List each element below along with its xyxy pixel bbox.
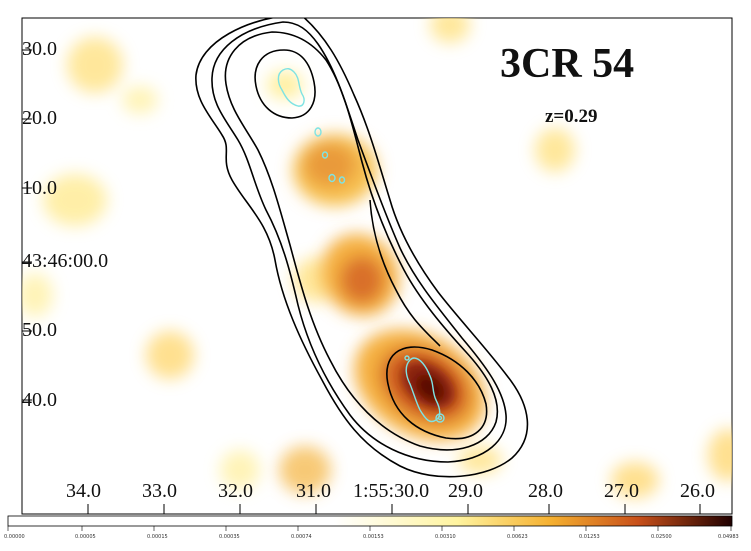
x-tick-label: 29.0	[448, 480, 483, 502]
x-tick-label: 27.0	[604, 480, 639, 502]
y-tick-label: 50.0	[22, 319, 57, 341]
colorbar-label: 0.00000	[4, 534, 25, 540]
colorbar-label: 0.04983	[718, 534, 739, 540]
x-tick-label: 34.0	[66, 480, 101, 502]
x-tick-label: 1:55:30.0	[353, 480, 430, 502]
x-tick-label: 28.0	[528, 480, 563, 502]
y-tick-label: 10.0	[22, 177, 57, 199]
north-lobe-glow	[304, 143, 356, 187]
y-tick-label: 43:46:00.0	[22, 250, 109, 272]
background-blob	[430, 18, 470, 43]
background-blob	[220, 450, 260, 490]
xray-knot	[321, 151, 329, 159]
smoothed-xray-emission	[22, 18, 732, 498]
radio-contours	[195, 18, 529, 478]
colorbar-label: 0.02500	[651, 534, 672, 540]
tick-marks	[22, 49, 701, 514]
colorbar-ticks	[7, 526, 732, 531]
x-tick-label: 26.0	[680, 480, 715, 502]
central-emission	[340, 256, 384, 304]
y-tick-label: 20.0	[22, 107, 57, 129]
north-lobe-glow	[267, 71, 303, 99]
colorbar-label: 0.00310	[435, 534, 456, 540]
background-blob	[22, 273, 53, 317]
colorbar-label: 0.00623	[507, 534, 528, 540]
colorbar-label: 0.00035	[219, 534, 240, 540]
radio-contour-outer	[195, 18, 529, 478]
xray-contours	[277, 67, 445, 423]
x-tick-label: 32.0	[218, 480, 253, 502]
background-blob	[122, 86, 158, 114]
xray-core	[435, 413, 445, 423]
radio-contour-jet	[369, 199, 441, 347]
colorbar-label: 0.01253	[579, 534, 600, 540]
x-tick-label: 33.0	[142, 480, 177, 502]
background-blob	[43, 174, 107, 226]
background-blob	[146, 331, 194, 379]
colorbar-label: 0.00153	[363, 534, 384, 540]
radio-contour-inner-north	[254, 49, 316, 119]
xray-contour-south	[405, 357, 441, 423]
x-tick-label: 31.0	[296, 480, 331, 502]
colorbar-label: 0.00005	[75, 534, 96, 540]
xray-knot	[328, 173, 336, 183]
xray-contour-north	[277, 67, 305, 107]
background-blob	[708, 429, 732, 481]
redshift-label: z=0.29	[545, 106, 598, 127]
y-tick-label: 30.0	[22, 38, 57, 60]
radio-contour-3	[224, 31, 499, 451]
background-blob	[279, 446, 331, 494]
figure-title: 3CR 54	[500, 41, 635, 87]
xray-knot	[404, 355, 410, 361]
y-tick-label: 40.0	[22, 389, 57, 411]
radio-contour-2	[211, 21, 507, 463]
background-blob	[535, 128, 575, 172]
background-blob	[458, 446, 502, 474]
radio-contour-inner-south	[386, 346, 488, 440]
xray-knot	[338, 176, 346, 184]
background-blob	[611, 462, 659, 498]
xray-core-inner	[437, 415, 443, 421]
background-blob	[67, 37, 123, 93]
colorbar	[7, 515, 733, 527]
south-hotspot-peak	[415, 374, 445, 402]
colorbar-label: 0.00074	[291, 534, 312, 540]
xray-knot	[314, 127, 322, 137]
colorbar-label: 0.00015	[147, 534, 168, 540]
